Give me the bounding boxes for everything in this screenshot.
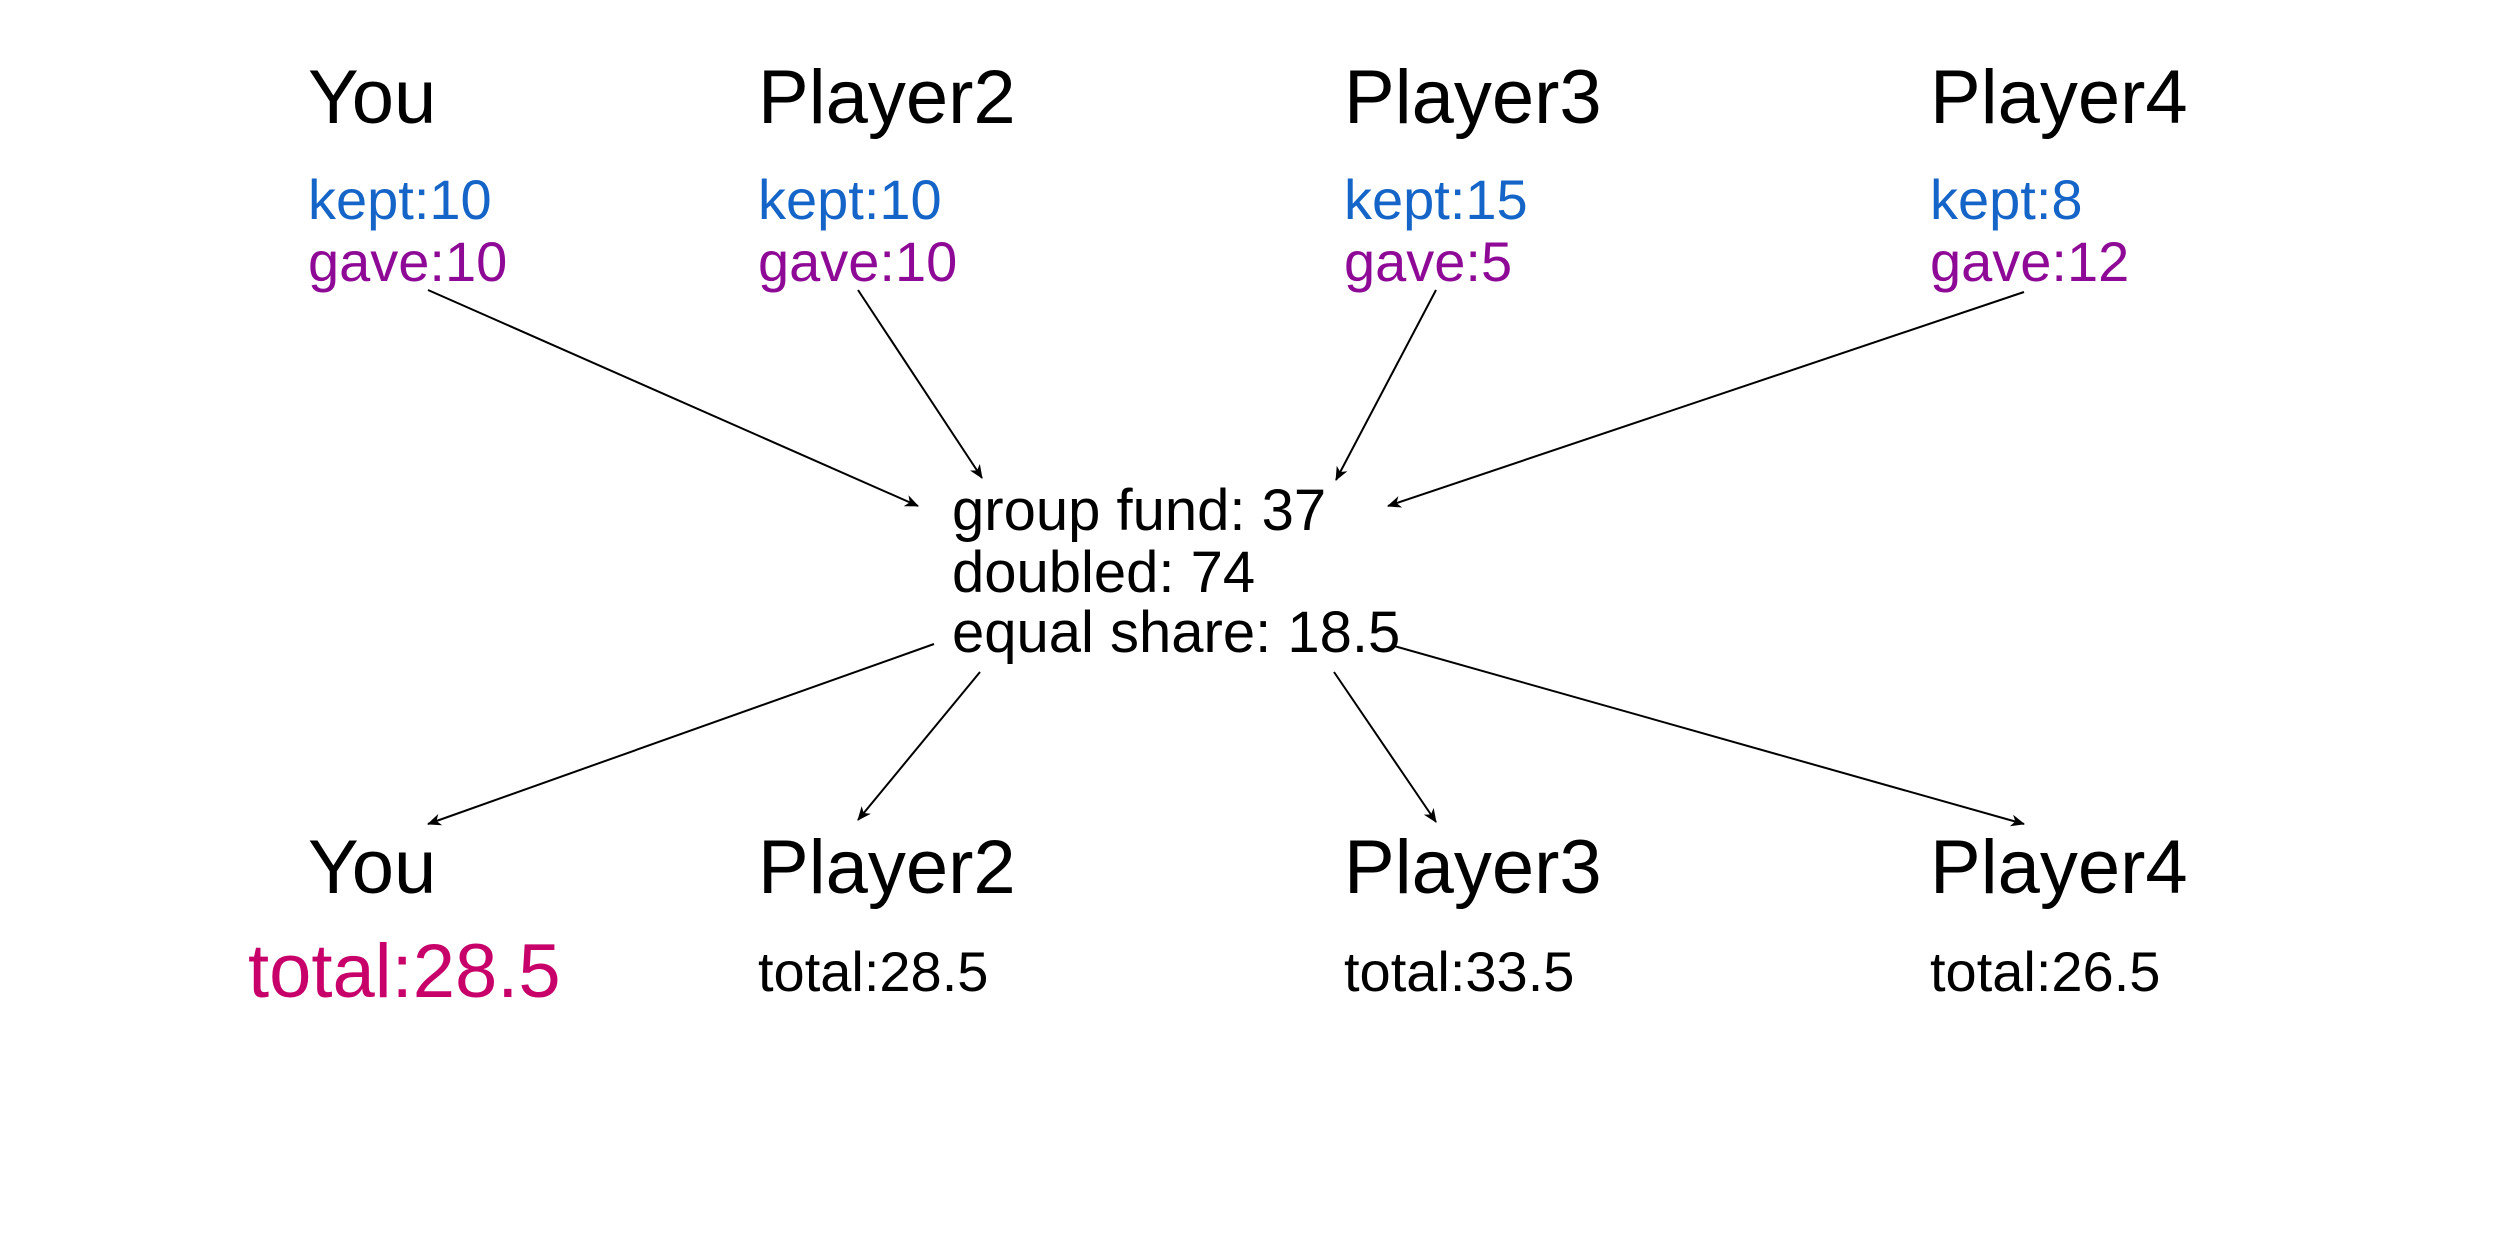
gave-value-player3: gave:5 [1344,230,1513,293]
bottom-player-name-player3: Player3 [1344,825,1602,910]
gave-value-you: gave:10 [308,230,508,293]
gave-value-player4: gave:12 [1930,230,2130,293]
top-player-name-you: You [308,55,437,140]
doubled-text: doubled: 74 [952,540,1256,605]
kept-value-player4: kept:8 [1930,168,2083,231]
bottom-player-name-you: You [308,825,437,910]
top-player-name-player2: Player2 [758,55,1016,140]
gave-value-player2: gave:10 [758,230,958,293]
arrow-player3-to-fund [1335,289,1437,481]
bottom-player-name-player4: Player4 [1930,825,2188,910]
arrow-player2-to-fund [857,289,983,479]
kept-value-player3: kept:15 [1344,168,1528,231]
arrow-fund-to-you [427,643,935,826]
arrow-player4-to-fund [1387,291,2025,508]
arrow-you-to-fund [427,289,919,507]
kept-value-player2: kept:10 [758,168,942,231]
group-fund-text: group fund: 37 [952,478,1327,543]
total-value-player3: total:33.5 [1344,940,1575,1003]
arrow-fund-to-player3 [1333,671,1437,823]
total-value-player4: total:26.5 [1930,940,2161,1003]
arrow-fund-to-player4 [1393,645,2025,827]
top-player-name-player3: Player3 [1344,55,1602,140]
kept-value-you: kept:10 [308,168,492,231]
total-value-player2: total:28.5 [758,940,989,1003]
total-value-you: total:28.5 [248,929,561,1014]
arrow-fund-to-player2 [857,671,981,821]
bottom-player-name-player2: Player2 [758,825,1016,910]
top-player-name-player4: Player4 [1930,55,2188,140]
equal-share-text: equal share: 18.5 [952,600,1401,665]
